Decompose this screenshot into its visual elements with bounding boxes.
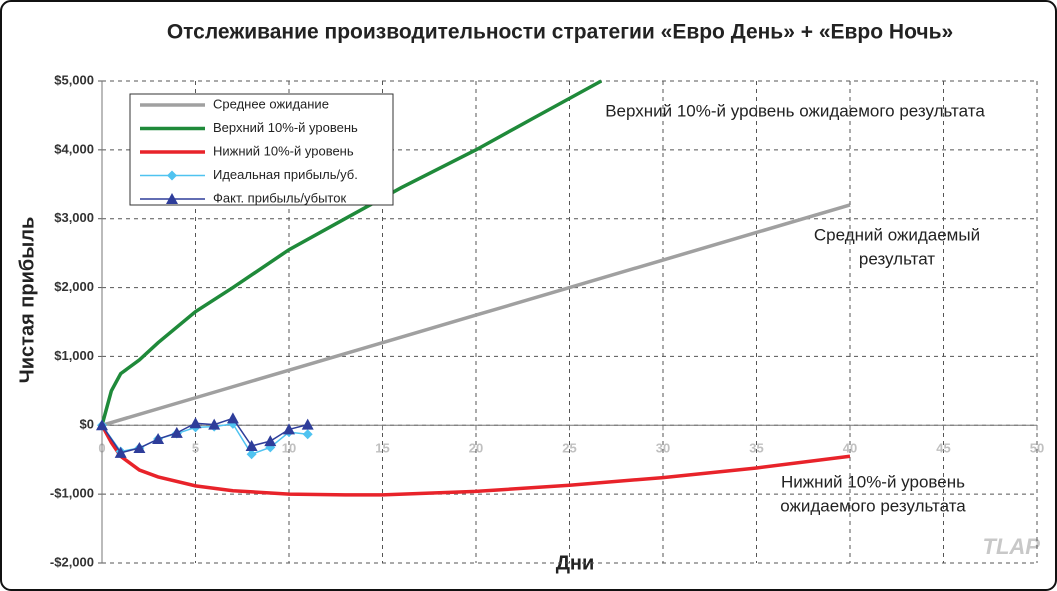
marker-triangle (208, 418, 221, 430)
annotation: Верхний 10%-й уровень ожидаемого результ… (605, 101, 985, 120)
y-tick-label: $4,000 (54, 141, 94, 156)
series-line (101, 203, 851, 427)
marker-triangle (264, 435, 277, 447)
marker-triangle (170, 426, 183, 438)
x-tick-label: 35 (749, 441, 763, 456)
x-tick-label: 40 (843, 441, 857, 456)
watermark: TLAP (983, 534, 1041, 559)
marker-triangle (283, 423, 295, 435)
y-tick-label: $1,000 (54, 348, 94, 363)
annotation: результат (859, 249, 935, 268)
legend-label: Среднее ожидание (213, 96, 329, 111)
annotation: Средний ожидаемый (814, 225, 980, 244)
chart-title: Отслеживание производительности стратеги… (167, 21, 953, 44)
x-tick-label: 25 (562, 441, 576, 456)
legend-label: Факт. прибыль/убыток (213, 190, 346, 205)
marker-triangle (245, 439, 258, 451)
x-tick-label: 45 (936, 441, 950, 456)
legend-box (129, 93, 394, 206)
marker-diamond (246, 449, 257, 460)
y-axis-label: Чистая прибыль (16, 217, 38, 384)
marker-triangle (226, 412, 239, 424)
marker-triangle (189, 417, 202, 429)
marker-diamond (302, 429, 313, 440)
legend: Среднее ожидание Верхний 10%-й уровень Ниж… (129, 93, 394, 206)
x-tick-label: 15 (375, 441, 389, 456)
y-tick-label: -$1,000 (50, 486, 94, 501)
series-line (100, 79, 603, 426)
x-tick-label: 50 (1030, 441, 1044, 456)
y-tick-label: -$2,000 (50, 554, 94, 569)
annotation: Нижний 10%-й уровень (781, 472, 965, 491)
annotation: ожидаемого результата (780, 496, 966, 515)
y-tick-label: $3,000 (54, 210, 94, 225)
legend-label: Верхний 10%-й уровень (213, 120, 358, 135)
legend-label: Нижний 10%-й уровень (213, 143, 354, 158)
y-tick-label: $5,000 (54, 72, 94, 87)
legend-label: Идеальная прибыль/уб. (213, 167, 358, 182)
y-tick-label: $2,000 (54, 279, 94, 294)
x-tick-label: 30 (656, 441, 670, 456)
marker-diamond (167, 170, 177, 181)
x-tick-label: 20 (469, 441, 483, 456)
series-line (100, 424, 851, 497)
x-tick-label: 5 (192, 441, 199, 456)
marker-triangle (301, 418, 314, 430)
marker-triangle (96, 419, 108, 431)
y-tick-label: $0 (80, 417, 94, 432)
marker-triangle (133, 442, 146, 454)
marker-triangle (166, 193, 178, 204)
marker-triangle (152, 433, 165, 445)
x-tick-label: 10 (282, 441, 296, 456)
marker-triangle (114, 446, 127, 458)
